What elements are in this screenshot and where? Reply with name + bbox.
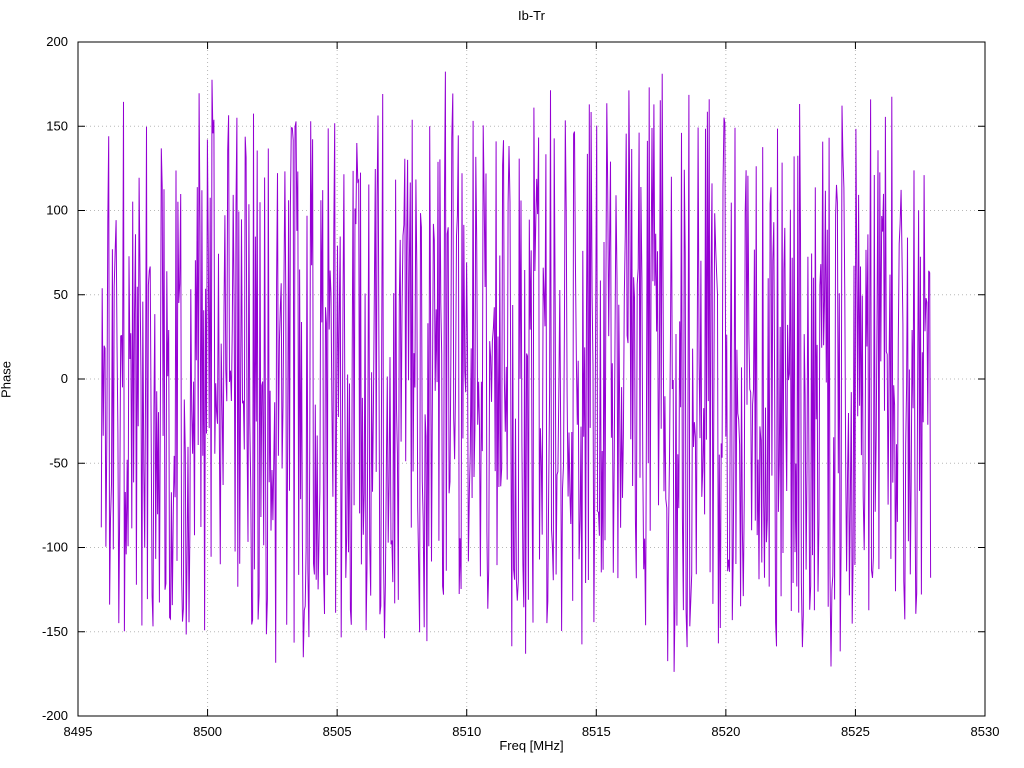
x-tick-label: 8505 (323, 724, 352, 739)
y-tick-label: 200 (46, 34, 68, 49)
y-tick-label: 100 (46, 203, 68, 218)
y-tick-label: -200 (42, 708, 68, 723)
chart-title: Ib-Tr (518, 8, 545, 23)
x-tick-label: 8515 (582, 724, 611, 739)
y-tick-label: 150 (46, 118, 68, 133)
x-tick-label: 8525 (841, 724, 870, 739)
y-tick-label: 0 (61, 371, 68, 386)
series-phase (100, 71, 932, 672)
y-tick-label: -100 (42, 540, 68, 555)
x-tick-label: 8510 (452, 724, 481, 739)
x-tick-label: 8520 (711, 724, 740, 739)
x-tick-label: 8495 (64, 724, 93, 739)
x-tick-label: 8500 (193, 724, 222, 739)
x-axis-label: Freq [MHz] (499, 738, 564, 753)
y-tick-label: 50 (54, 287, 68, 302)
y-tick-label: -150 (42, 624, 68, 639)
y-tick-label: -50 (49, 455, 68, 470)
x-tick-label: 8530 (971, 724, 1000, 739)
